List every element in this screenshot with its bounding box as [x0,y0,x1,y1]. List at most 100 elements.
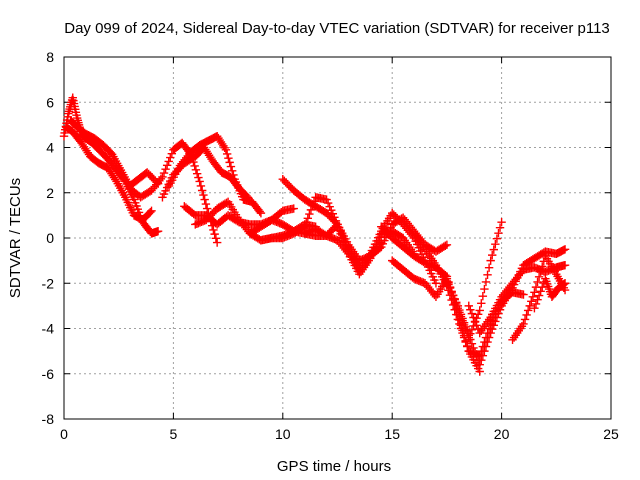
data-point [305,209,314,219]
data-point [475,367,484,376]
data-point [463,342,472,351]
data-point [142,168,152,177]
data-point [224,153,233,163]
x-tick-label: 25 [603,426,619,442]
data-point [277,207,286,217]
data-point [447,295,456,305]
data-point [209,207,219,217]
data-point [444,280,453,289]
data-point [520,315,530,324]
y-tick-label: -4 [42,321,55,337]
data-point [133,205,142,214]
data-point [533,277,542,287]
data-point [173,165,183,175]
data-point [486,256,495,265]
data-point [289,204,298,213]
data-point [147,206,156,216]
data-point [453,301,463,311]
data-point [129,195,139,204]
data-point [196,181,206,191]
data-point [380,225,389,235]
data-point [146,207,155,217]
data-point [175,163,184,173]
series-arc-21 [530,274,570,313]
data-point [298,223,308,232]
data-point [222,198,231,207]
data-point [281,178,291,187]
y-tick-label: -6 [42,366,55,382]
data-point [375,244,384,253]
data-point [464,301,473,311]
data-point [190,161,199,171]
data-point [519,290,528,299]
data-point [212,238,222,247]
data-point [466,305,475,314]
data-point [159,168,169,178]
y-tick-label: 8 [46,49,54,65]
data-point [283,179,292,189]
data-point [202,215,211,225]
data-point [328,215,338,224]
data-point [458,314,467,323]
y-tick-label: -2 [42,275,55,291]
data-point [538,262,547,271]
data-point [470,317,480,326]
data-point [222,149,232,159]
data-point [522,310,531,320]
data-point [531,299,541,309]
y-tick-label: 4 [46,140,54,156]
data-points [59,93,570,376]
data-point [202,204,212,213]
data-point [172,167,181,176]
data-point [384,230,394,239]
data-point [381,227,391,236]
x-tick-label: 5 [170,426,178,442]
data-point [322,208,331,218]
data-point [386,223,395,232]
data-point [334,226,344,235]
data-point [536,267,545,276]
data-point [533,295,542,304]
data-point [225,158,234,167]
data-point [331,218,341,228]
data-point [377,242,386,252]
data-point [461,322,470,332]
data-point [327,206,336,215]
series-arc-2 [61,122,156,225]
data-point [339,236,348,246]
data-point [477,299,486,308]
data-point [463,326,472,336]
data-point [452,298,461,307]
data-point [470,347,480,357]
data-point [530,288,539,297]
data-point [377,222,386,231]
data-point [199,190,208,200]
data-point [378,239,388,249]
data-point [388,208,397,218]
data-point [480,284,489,294]
data-point [162,183,172,192]
data-point [131,198,140,207]
data-point [164,157,173,166]
data-point [161,164,170,174]
data-point [149,174,158,184]
x-axis-label: GPS time / hours [277,458,391,475]
series-arc-18 [442,245,570,369]
data-point [205,212,214,221]
data-point [488,250,497,260]
data-point [330,216,339,226]
data-point [383,228,392,238]
data-point [227,166,237,175]
data-point [201,199,211,209]
data-point [456,324,466,333]
data-point [209,225,218,235]
x-tick-label: 0 [60,426,68,442]
data-point [431,279,441,288]
data-point [459,318,469,327]
data-point [475,306,484,315]
data-point [206,210,216,220]
data-point [169,170,178,179]
y-tick-label: -8 [42,411,55,427]
data-point [147,173,157,182]
data-point [495,305,505,314]
